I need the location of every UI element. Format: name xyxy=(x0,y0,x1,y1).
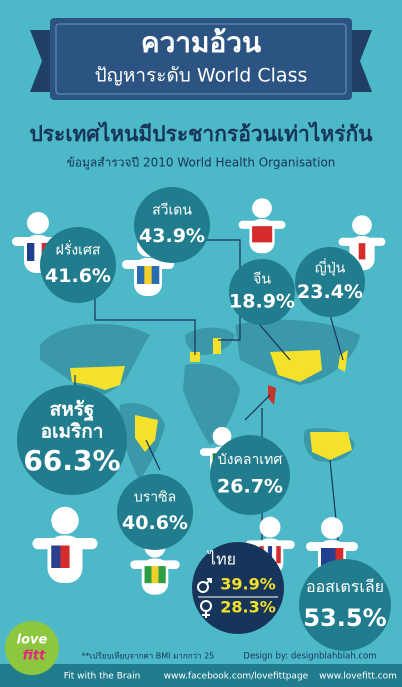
banner-line1: ความอ้วน xyxy=(141,26,261,59)
highlighted-countries xyxy=(70,338,352,460)
country-name: ญี่ปุ่น xyxy=(315,259,346,277)
country-name: สหรัฐ xyxy=(50,399,95,423)
subtitle: ข้อมูลสำรวจปี 2010 World Health Organisa… xyxy=(67,156,336,171)
flag xyxy=(69,545,80,568)
head xyxy=(259,516,281,538)
flag xyxy=(144,566,152,584)
female-icon xyxy=(202,611,210,618)
person-figure xyxy=(32,506,98,583)
flag xyxy=(51,545,61,568)
country-badge xyxy=(210,435,290,515)
flag xyxy=(335,548,344,566)
head xyxy=(321,517,343,539)
country-value: 41.6% xyxy=(45,265,111,287)
head xyxy=(212,426,232,446)
country-value: 40.6% xyxy=(122,512,188,534)
country-value: 43.9% xyxy=(139,225,205,247)
flag xyxy=(365,243,373,260)
country-value: 26.7% xyxy=(217,476,283,498)
banner-border xyxy=(55,23,347,95)
country-value: 53.5% xyxy=(303,604,386,632)
male-value: 39.9% xyxy=(220,575,276,594)
country-badge xyxy=(192,542,284,634)
female-value: 28.3% xyxy=(220,598,276,617)
flag xyxy=(144,266,152,284)
flag xyxy=(27,243,35,261)
gender-icons xyxy=(197,578,278,618)
male-icon xyxy=(197,581,209,593)
logo-text: love xyxy=(17,633,48,648)
flag xyxy=(158,566,166,584)
country-name: อเมริกา xyxy=(41,421,104,443)
logo-text: fitt xyxy=(23,649,46,664)
ribbon-tail xyxy=(350,30,372,92)
flag xyxy=(328,548,336,566)
country-value: 23.4% xyxy=(297,281,363,303)
country-name: บังคลาเทศ xyxy=(218,452,283,468)
credit: Design by: designblahblah.com xyxy=(243,652,376,662)
person-figure xyxy=(130,536,180,595)
country-badge xyxy=(299,559,391,651)
head xyxy=(51,506,79,535)
ribbon-tail xyxy=(30,30,52,92)
flag xyxy=(321,548,329,566)
footnote: **เปรียบเทียบจากค่า BMI มากกว่า 25 xyxy=(82,652,215,661)
country-badge xyxy=(229,259,295,325)
head xyxy=(27,212,49,234)
flag xyxy=(352,243,359,260)
flag xyxy=(252,226,273,243)
title: ประเทศไหนมีประชากรอ้วนเท่าไหร่กัน xyxy=(29,121,373,146)
flag xyxy=(276,546,281,564)
flag xyxy=(358,243,366,260)
person-figure xyxy=(338,215,386,271)
country-badge xyxy=(295,247,365,317)
flag xyxy=(151,266,160,284)
country-badge xyxy=(117,474,193,550)
flag xyxy=(267,546,273,564)
logo xyxy=(5,621,59,675)
banner-line2: ปัญหาระดับ World Class xyxy=(95,65,308,87)
country-name: สวีเดน xyxy=(152,203,192,219)
flag xyxy=(60,545,70,568)
footer-tagline: Fit with the Brain xyxy=(64,672,141,682)
country-name: ออสเตรเลีย xyxy=(306,577,384,596)
country-badge xyxy=(40,227,116,303)
footer-website: www.lovefitt.com xyxy=(319,672,397,682)
head xyxy=(352,215,372,236)
male-icon xyxy=(205,578,212,585)
flag xyxy=(34,243,42,261)
country-name: ไทย xyxy=(206,550,236,569)
flag xyxy=(272,546,277,564)
country-value: 66.3% xyxy=(23,444,120,477)
footer-facebook: www.facebook.com/lovefittpage xyxy=(164,672,309,682)
flag xyxy=(137,266,145,284)
person-figure xyxy=(238,198,286,254)
footer-bar xyxy=(0,664,402,687)
country-badge xyxy=(17,385,127,495)
head xyxy=(252,198,272,219)
country-value: 18.9% xyxy=(229,290,295,312)
flag xyxy=(151,566,159,584)
country-name: บราซิล xyxy=(134,490,176,506)
country-badge xyxy=(134,187,210,263)
banner xyxy=(50,18,352,100)
country-name: จีน xyxy=(253,271,271,287)
country-name: ฝรั่งเศส xyxy=(56,241,101,259)
